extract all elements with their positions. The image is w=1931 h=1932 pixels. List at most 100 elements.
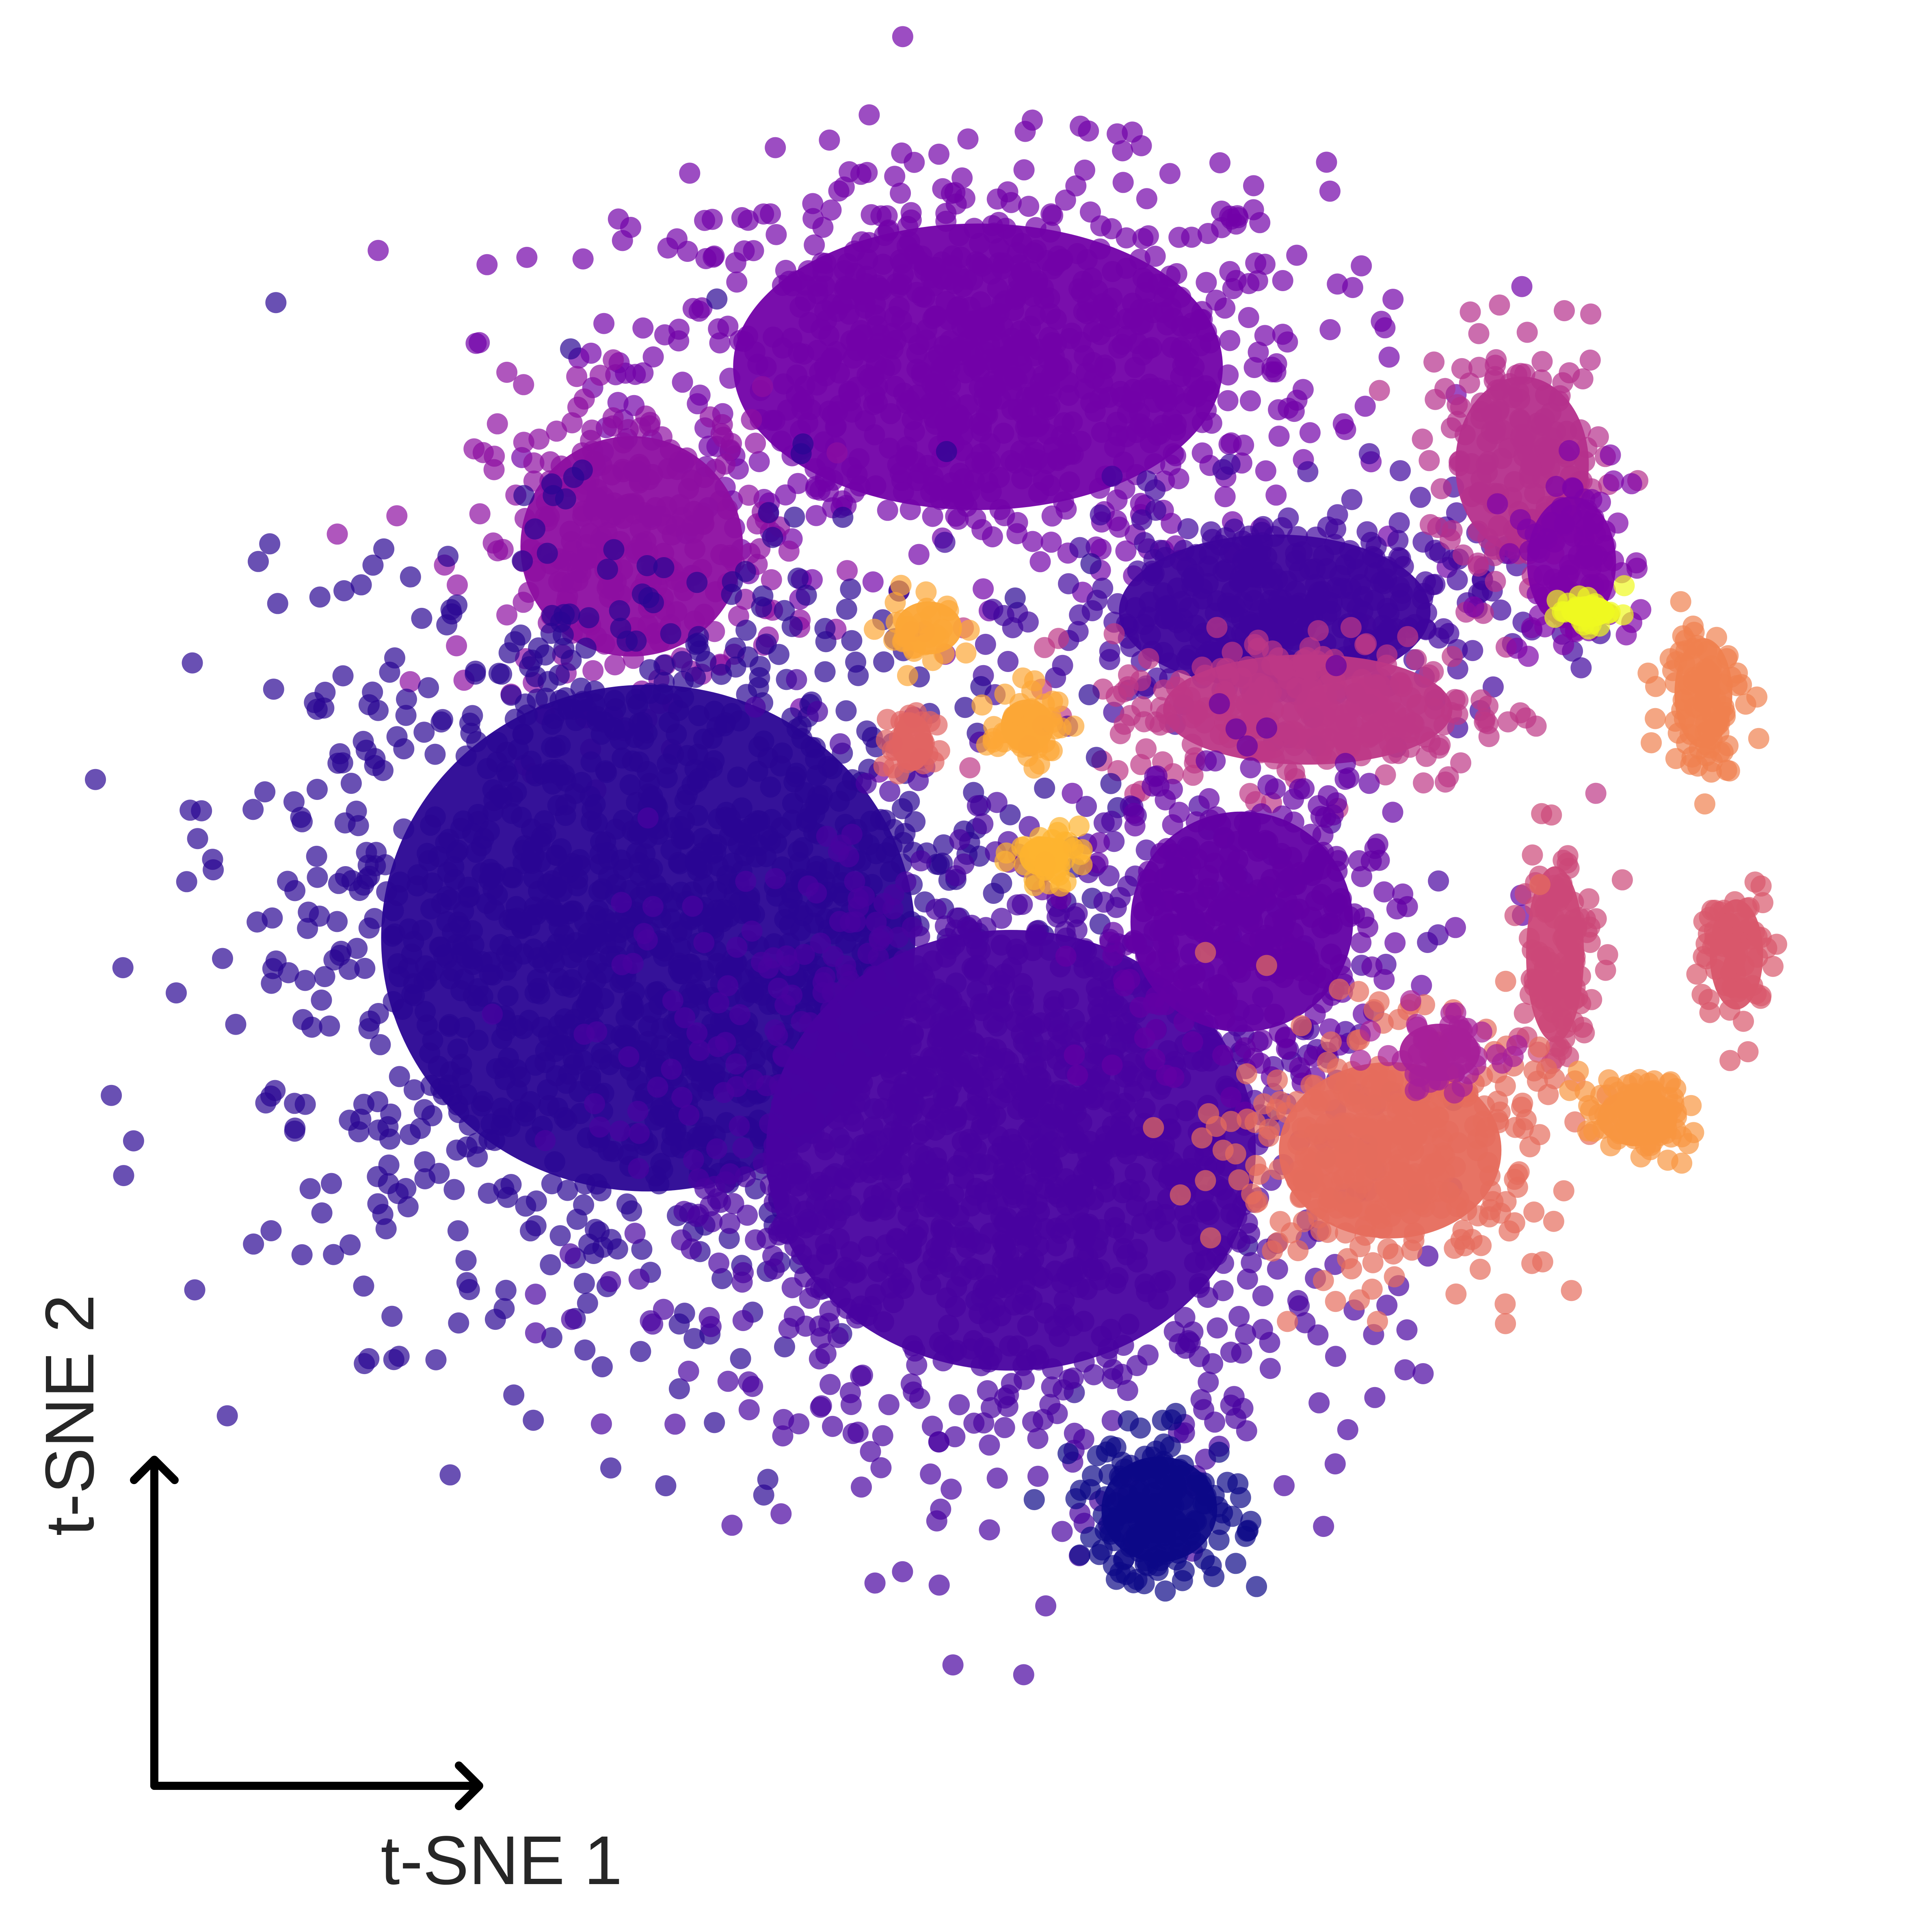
scatter-point	[1090, 1014, 1112, 1035]
scatter-point	[1364, 1387, 1386, 1408]
scatter-point	[616, 1193, 638, 1215]
scatter-point	[1124, 357, 1146, 378]
scatter-point	[682, 895, 703, 917]
scatter-point	[748, 736, 770, 758]
scatter-point	[1274, 930, 1295, 952]
scatter-point	[1168, 802, 1190, 823]
scatter-point	[340, 773, 362, 794]
scatter-point	[1067, 1065, 1088, 1086]
scatter-point	[1268, 848, 1290, 869]
scatter-point	[880, 1062, 902, 1084]
scatter-point	[759, 1113, 781, 1135]
scatter-point	[795, 1316, 816, 1337]
scatter-point	[840, 578, 861, 600]
scatter-point	[603, 349, 624, 371]
scatter-point	[982, 371, 1003, 392]
scatter-point	[920, 1463, 941, 1485]
scatter-point	[1200, 521, 1222, 542]
scatter-point	[774, 1336, 795, 1357]
scatter-point	[799, 1012, 821, 1033]
scatter-point	[957, 128, 979, 150]
scatter-point	[586, 1021, 608, 1043]
scatter-point	[753, 1484, 774, 1506]
scatter-point	[864, 1572, 886, 1594]
scatter-point	[1191, 657, 1213, 678]
scatter-point	[738, 484, 759, 506]
scatter-point	[735, 620, 757, 641]
scatter-point	[936, 441, 957, 462]
scatter-point	[600, 1457, 621, 1479]
scatter-point	[461, 948, 483, 970]
scatter-point	[914, 968, 936, 990]
scatter-point	[704, 621, 725, 642]
scatter-point	[977, 964, 998, 985]
scatter-point	[306, 845, 327, 867]
scatter-point	[1346, 598, 1368, 619]
scatter-point	[1277, 331, 1298, 353]
scatter-point	[970, 291, 991, 313]
scatter-point	[1171, 591, 1192, 612]
scatter-point	[828, 180, 850, 202]
scatter-point	[1324, 1453, 1346, 1475]
scatter-point	[554, 925, 575, 946]
scatter-point	[911, 1076, 932, 1097]
scatter-point	[1297, 461, 1319, 482]
scatter-point	[840, 1241, 861, 1262]
scatter-point	[439, 1464, 461, 1486]
scatter-point	[820, 199, 842, 221]
scatter-point	[1027, 272, 1048, 294]
scatter-point	[1172, 686, 1194, 708]
scatter-point	[1283, 811, 1304, 833]
scatter-point	[1254, 675, 1275, 697]
scatter-point	[857, 249, 878, 270]
scatter-point	[510, 625, 532, 646]
scatter-point	[1027, 1193, 1048, 1215]
scatter-point	[263, 679, 284, 700]
scatter-point	[1442, 646, 1463, 667]
scatter-point	[387, 885, 409, 906]
scatter-point	[972, 813, 994, 834]
scatter-point	[922, 506, 943, 527]
scatter-point	[495, 1279, 517, 1301]
scatter-point	[1239, 810, 1261, 832]
scatter-point	[1066, 1178, 1087, 1200]
scatter-point	[595, 908, 616, 929]
scatter-point	[1195, 375, 1216, 396]
scatter-point	[1052, 1023, 1074, 1044]
scatter-point	[616, 631, 638, 652]
scatter-point	[626, 1070, 648, 1091]
scatter-point	[994, 1387, 1015, 1409]
scatter-point	[1257, 774, 1279, 796]
scatter-point	[1336, 713, 1358, 734]
scatter-point	[1043, 990, 1064, 1011]
scatter-point	[1323, 897, 1345, 918]
scatter-point	[546, 845, 567, 866]
scatter-point	[1274, 1475, 1295, 1496]
scatter-point	[939, 349, 961, 371]
scatter-point	[975, 633, 996, 655]
scatter-point	[804, 234, 825, 256]
scatter-point	[248, 551, 269, 572]
scatter-point	[1000, 450, 1021, 471]
scatter-point	[1080, 553, 1102, 575]
scatter-point	[831, 1090, 852, 1112]
scatter-point	[1165, 857, 1187, 878]
scatter-point	[523, 452, 545, 473]
scatter-point	[1211, 201, 1232, 222]
scatter-point	[1144, 453, 1166, 475]
scatter-point	[1373, 969, 1395, 990]
scatter-point	[817, 756, 839, 777]
scatter-point	[623, 648, 644, 669]
scatter-point	[1406, 649, 1427, 670]
scatter-point	[484, 1130, 505, 1151]
scatter-point	[1255, 830, 1276, 851]
scatter-point	[622, 953, 644, 974]
scatter-point	[818, 400, 840, 422]
scatter-point	[591, 1356, 613, 1377]
scatter-point	[681, 469, 703, 491]
scatter-point	[1211, 217, 1233, 238]
scatter-point	[1215, 559, 1237, 580]
scatter-point	[1341, 489, 1362, 510]
scatter-point	[603, 539, 625, 560]
scatter-point	[373, 538, 395, 560]
